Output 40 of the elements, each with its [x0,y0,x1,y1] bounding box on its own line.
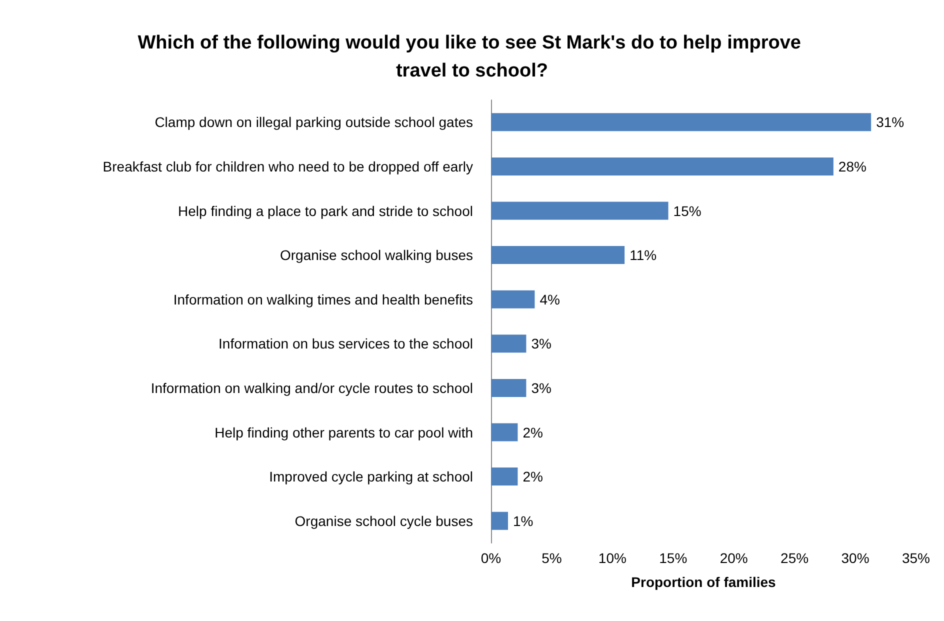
y-tick-label: Information on bus services to the school [218,336,473,352]
x-tick-label: 25% [780,550,809,566]
bar [491,378,526,397]
x-tick-label: 5% [542,550,562,566]
data-label: 3% [531,336,552,352]
x-tick-label: 0% [480,550,502,566]
bar [491,468,518,486]
x-axis-title: Proportion of families [631,574,776,590]
data-label: 2% [522,424,543,440]
y-tick-label: Organise school cycle buses [294,512,473,529]
bar [491,512,508,530]
data-label: 11% [630,247,657,264]
bar [491,202,668,220]
y-tick-label: Help finding a place to park and stride to school [178,202,473,219]
y-tick-label: Breakfast club for children who need to be dropped off early [102,158,473,174]
chart-title: Which of the following would you like to see St Mark's do to help improve travel to school? [138,32,806,82]
x-tick-label: 35% [902,550,930,566]
x-tick-label: 10% [598,550,626,566]
y-tick-label: Information on walking times and health benefits [173,291,473,308]
data-label: 1% [513,512,534,529]
bar [491,290,535,308]
y-tick-label: Help finding other parents to car pool with [214,424,473,440]
x-tick-label: 15% [659,550,688,566]
data-label: 31% [876,114,904,130]
y-tick-label: Improved cycle parking at school [269,468,473,485]
y-tick-label: Clamp down on illegal parking outside school gates [154,114,473,130]
bar [491,113,872,132]
data-label: 28% [838,158,866,174]
y-tick-label: Organise school walking buses [280,247,473,264]
y-tick-label: Information on walking and/or cycle routes to school [150,380,473,396]
x-tick-label: 30% [841,550,870,566]
data-label: 15% [673,202,702,219]
x-tick-label: 20% [720,550,748,566]
bar [491,423,518,442]
bar [491,334,526,353]
data-label: 2% [522,468,543,485]
bar [491,157,834,176]
data-label: 4% [540,291,560,308]
bar [491,246,625,264]
data-label: 3% [531,380,552,396]
